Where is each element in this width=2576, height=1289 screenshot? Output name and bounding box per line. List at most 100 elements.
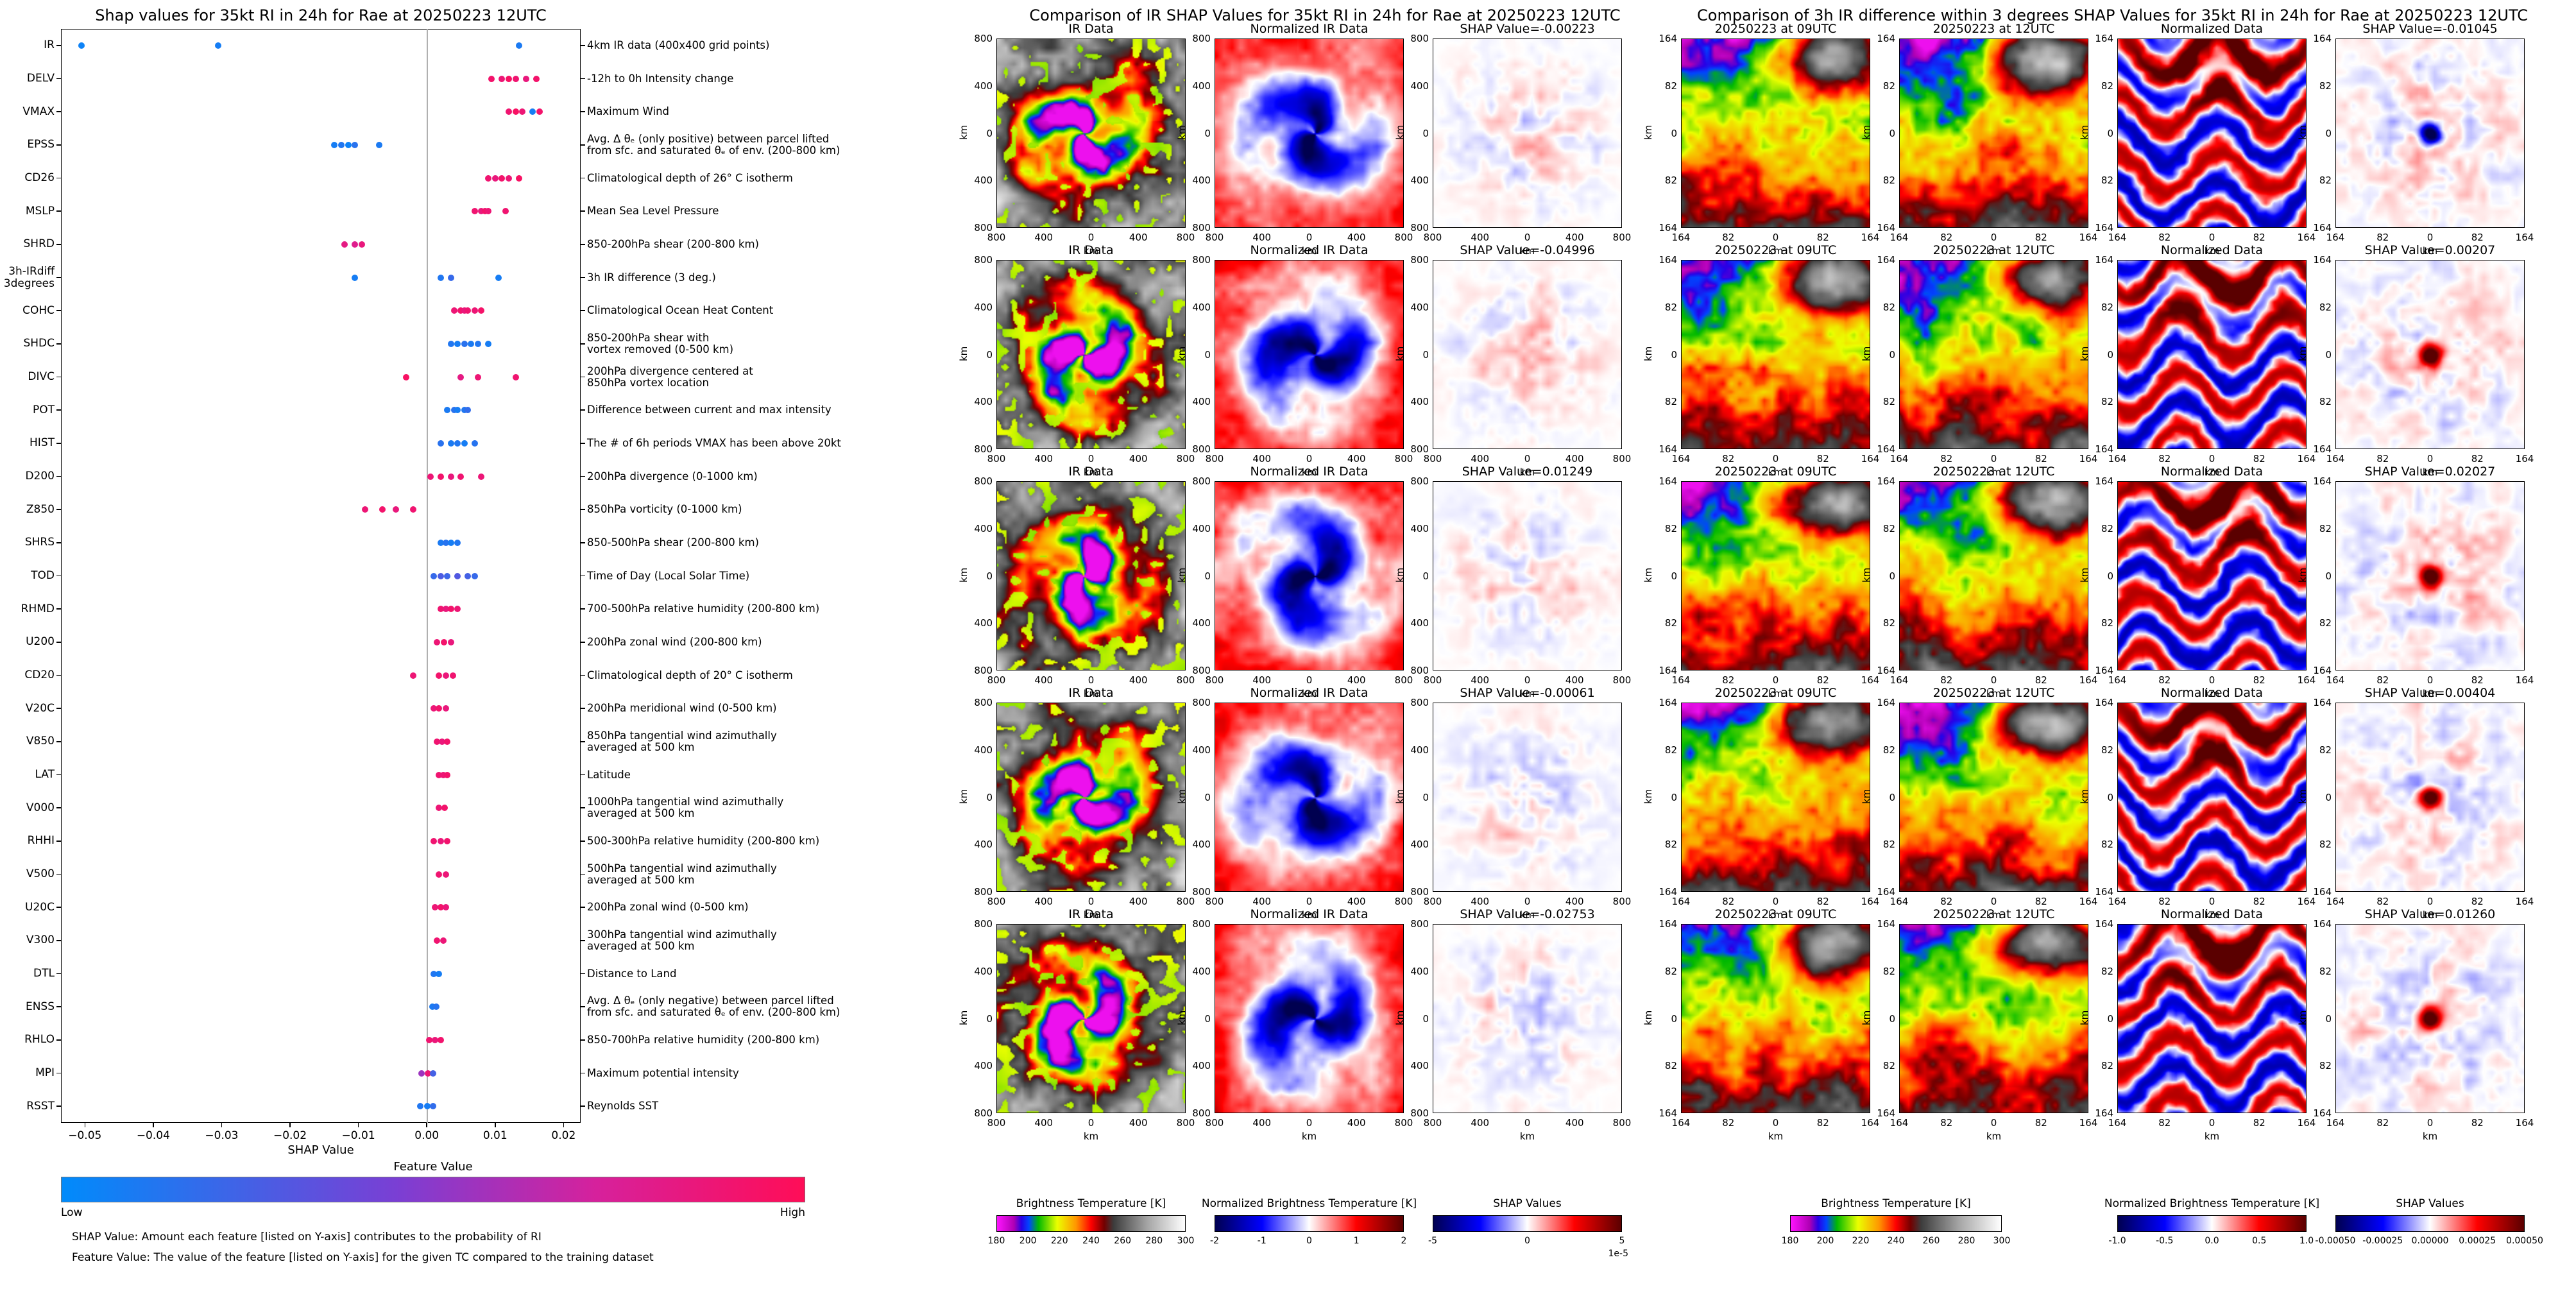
shap-point bbox=[449, 672, 456, 679]
shap-point bbox=[471, 307, 478, 314]
shap-point bbox=[439, 937, 447, 944]
feature-description: Latitude bbox=[587, 768, 631, 781]
map-y-tick: 400 bbox=[974, 1060, 993, 1072]
x-tick-label: −0.02 bbox=[273, 1129, 307, 1142]
map-y-tick: 400 bbox=[974, 80, 993, 92]
map-title: Normalized Data bbox=[2160, 465, 2264, 479]
map-y-tick: 82 bbox=[1664, 522, 1677, 534]
map-y-tick: 0 bbox=[2107, 127, 2113, 139]
map-x-tick: 164 bbox=[2515, 896, 2534, 907]
map-x-tick: 0 bbox=[1524, 896, 1531, 907]
shap-point bbox=[424, 1103, 431, 1110]
map-x-tick: 82 bbox=[1940, 674, 1953, 686]
shap-point bbox=[341, 241, 348, 248]
map-y-tick: 164 bbox=[2313, 1107, 2332, 1119]
map-title: SHAP Value=0.02027 bbox=[2364, 465, 2496, 479]
map-y-tick: 82 bbox=[1882, 1060, 1895, 1072]
shap-point bbox=[461, 307, 468, 314]
map-y-tick: 800 bbox=[1410, 443, 1429, 455]
x-tick-mark bbox=[563, 1123, 565, 1127]
shap-point bbox=[441, 805, 448, 812]
ir-data-map bbox=[996, 38, 1186, 228]
shap-point bbox=[352, 274, 359, 281]
shap-point bbox=[506, 175, 513, 182]
map-title: SHAP Value=-0.00223 bbox=[1460, 22, 1595, 36]
map-y-tick: 0 bbox=[986, 348, 993, 361]
map-x-tick: 82 bbox=[1816, 674, 1829, 686]
map-x-tick: 82 bbox=[1722, 232, 1735, 243]
map-x-tick: 164 bbox=[2108, 1117, 2127, 1129]
map-y-tick: 800 bbox=[1410, 665, 1429, 676]
feature-label: HIST bbox=[30, 436, 55, 450]
map-y-tick: 82 bbox=[2319, 396, 2332, 408]
shap-values-map bbox=[1433, 703, 1622, 892]
map-title: 20250223 at 12UTC bbox=[1932, 465, 2055, 479]
feature-label: VMAX bbox=[22, 105, 55, 118]
map-y-tick: 400 bbox=[1192, 522, 1211, 534]
map-y-tick: 400 bbox=[1410, 80, 1429, 92]
feature-label: DTL bbox=[33, 967, 55, 980]
shap-point bbox=[426, 1036, 433, 1043]
map-x-axis-label: km bbox=[1986, 909, 2002, 921]
colorbar-tick: 200 bbox=[1019, 1236, 1037, 1246]
map-y-axis-label: km bbox=[2079, 567, 2090, 583]
map-y-tick: 400 bbox=[974, 396, 993, 408]
map-x-tick: 0 bbox=[2427, 232, 2434, 243]
map-y-tick: 400 bbox=[1192, 1060, 1211, 1072]
feature-label: RHLO bbox=[24, 1033, 55, 1046]
ir-12utc-map bbox=[1899, 924, 2088, 1113]
map-y-tick: 800 bbox=[974, 886, 993, 898]
map-x-tick: 800 bbox=[1176, 896, 1195, 907]
map-x-axis-label: km bbox=[2422, 466, 2438, 478]
shap-point bbox=[461, 340, 468, 347]
shap-point bbox=[443, 539, 450, 546]
map-y-tick: 82 bbox=[1882, 839, 1895, 851]
map-title: SHAP Value=0.00404 bbox=[2364, 686, 2496, 700]
y-tick-mark-left bbox=[56, 509, 61, 510]
map-y-tick: 400 bbox=[1410, 301, 1429, 313]
feature-label: 3h-IRdiff 3degrees bbox=[3, 264, 55, 290]
shap-point bbox=[444, 407, 451, 414]
map-y-axis-label: km bbox=[1394, 567, 1406, 583]
map-y-tick: 164 bbox=[2313, 254, 2332, 266]
map-title: 20250223 at 12UTC bbox=[1932, 243, 2055, 257]
map-x-tick: 800 bbox=[987, 1117, 1006, 1129]
map-title: IR Data bbox=[1068, 907, 1114, 921]
map-x-tick: 400 bbox=[1129, 453, 1148, 465]
map-y-tick: 0 bbox=[986, 127, 993, 139]
map-y-tick: 0 bbox=[1671, 127, 1677, 139]
x-tick-label: −0.01 bbox=[341, 1129, 375, 1142]
x-tick-label: 0.01 bbox=[482, 1129, 508, 1142]
feature-description: -12h to 0h Intensity change bbox=[587, 72, 734, 85]
map-y-tick: 0 bbox=[1671, 570, 1677, 582]
map-y-tick: 164 bbox=[1877, 475, 1895, 487]
map-y-tick: 0 bbox=[2107, 791, 2113, 803]
colorbar-tick: 180 bbox=[1781, 1236, 1799, 1246]
feature-description: Climatological depth of 20° C isotherm bbox=[587, 669, 793, 681]
y-tick-mark-right bbox=[581, 443, 585, 444]
map-x-axis-label: km bbox=[1768, 1131, 1784, 1142]
map-x-tick: 0 bbox=[1772, 453, 1779, 465]
map-y-axis-label: km bbox=[1394, 1010, 1406, 1025]
feature-label: LAT bbox=[35, 768, 55, 781]
map-x-tick: 82 bbox=[2471, 232, 2484, 243]
feature-description: 700-500hPa relative humidity (200-800 km… bbox=[587, 602, 820, 615]
feature-description: Climatological Ocean Heat Content bbox=[587, 304, 774, 317]
shap-point bbox=[454, 572, 461, 579]
map-x-tick: 800 bbox=[1612, 232, 1632, 243]
feature-description: Difference between current and max inten… bbox=[587, 404, 832, 416]
map-y-tick: 164 bbox=[1659, 33, 1677, 44]
shap-point bbox=[529, 108, 536, 115]
feature-label: SHDC bbox=[23, 337, 55, 350]
colorbar-tick: 240 bbox=[1887, 1236, 1905, 1246]
map-x-axis-label: km bbox=[2204, 245, 2220, 257]
map-y-tick: 82 bbox=[1882, 175, 1895, 187]
map-x-tick: 0 bbox=[1524, 453, 1531, 465]
map-x-tick: 800 bbox=[1176, 453, 1195, 465]
colorbar bbox=[2117, 1215, 2307, 1232]
map-title: Normalized IR Data bbox=[1250, 22, 1369, 36]
map-y-tick: 164 bbox=[1877, 33, 1895, 44]
map-x-axis-label: km bbox=[1986, 245, 2002, 257]
map-y-tick: 0 bbox=[1422, 570, 1429, 582]
